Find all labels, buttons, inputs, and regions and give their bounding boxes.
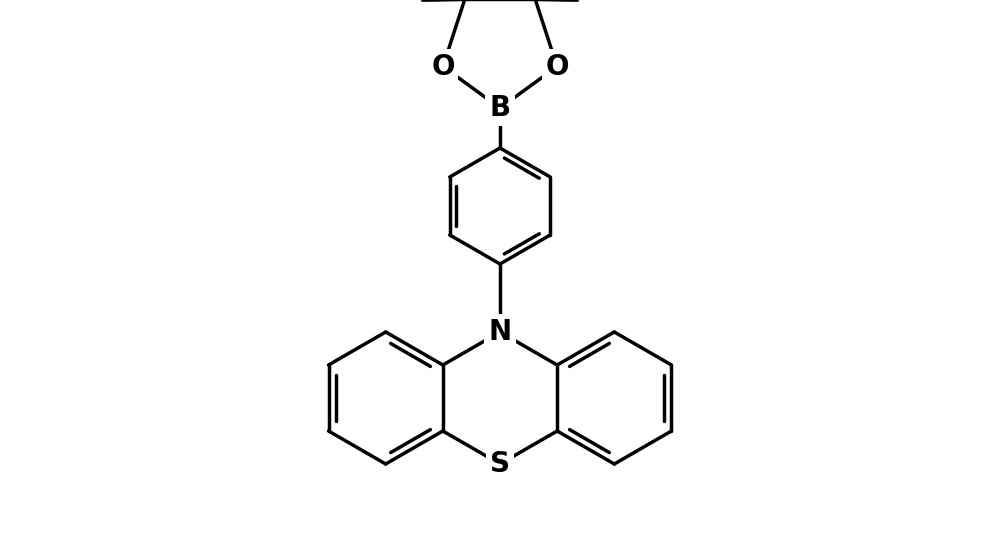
- Text: O: O: [545, 52, 569, 81]
- Text: B: B: [489, 94, 511, 122]
- Text: O: O: [431, 52, 455, 81]
- Text: S: S: [490, 450, 510, 478]
- Text: N: N: [488, 318, 512, 346]
- Text: N: N: [488, 318, 512, 346]
- Text: S: S: [490, 450, 510, 478]
